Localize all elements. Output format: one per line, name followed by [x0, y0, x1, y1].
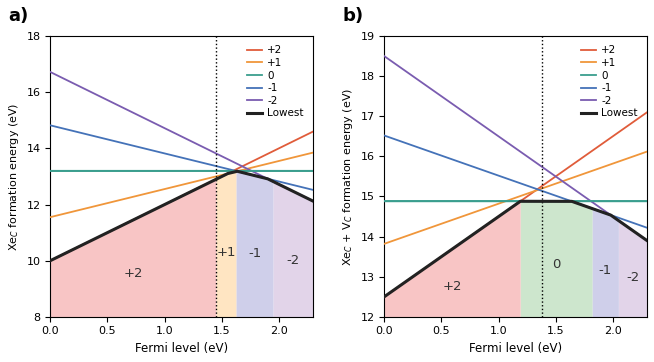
Text: a): a): [9, 7, 29, 25]
X-axis label: Fermi level (eV): Fermi level (eV): [135, 342, 228, 355]
Legend: +2, +1, 0, -1, -2, Lowest: +2, +1, 0, -1, -2, Lowest: [577, 41, 642, 123]
Text: -1: -1: [598, 264, 612, 277]
Text: +1: +1: [216, 246, 235, 259]
Y-axis label: Xe$_C$ + V$_C$ formation energy (eV): Xe$_C$ + V$_C$ formation energy (eV): [341, 87, 355, 266]
Text: b): b): [342, 7, 364, 25]
Text: 0: 0: [552, 258, 560, 271]
Text: -2: -2: [626, 272, 640, 285]
Text: -2: -2: [286, 254, 300, 267]
Text: -1: -1: [248, 247, 261, 260]
Y-axis label: Xe$_C$ formation energy (eV): Xe$_C$ formation energy (eV): [7, 102, 21, 251]
Text: +2: +2: [124, 267, 143, 280]
Text: +2: +2: [443, 280, 462, 293]
X-axis label: Fermi level (eV): Fermi level (eV): [469, 342, 562, 355]
Legend: +2, +1, 0, -1, -2, Lowest: +2, +1, 0, -1, -2, Lowest: [243, 41, 308, 123]
